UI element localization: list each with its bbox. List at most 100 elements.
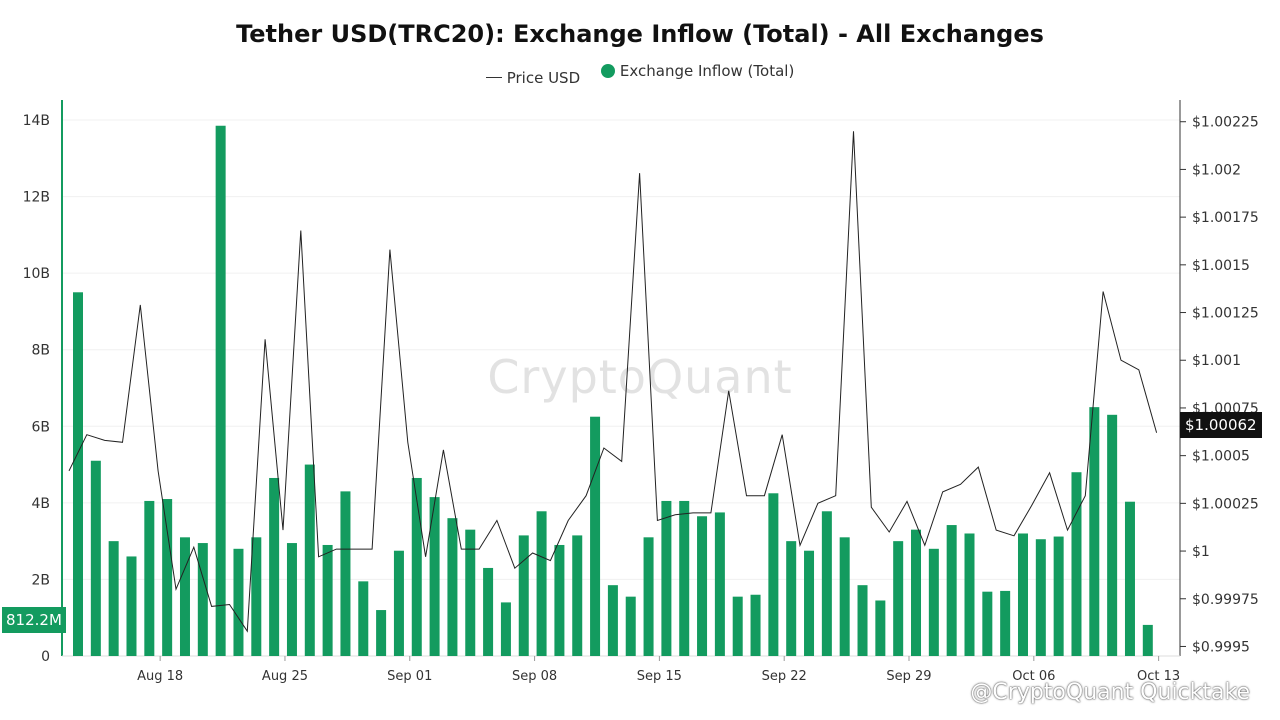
inflow-bar (233, 548, 244, 656)
inflow-bar (982, 591, 993, 656)
inflow-bar (340, 491, 351, 656)
inflow-bar (215, 125, 226, 656)
x-axis-tick-label: Sep 22 (762, 669, 807, 684)
line-swatch-icon (485, 77, 502, 78)
right-axis-tick-label: $1.00125 (1192, 306, 1259, 322)
inflow-bar (269, 477, 280, 656)
inflow-bar (572, 535, 583, 656)
legend: Price USD Exchange Inflow (Total) (0, 62, 1280, 87)
inflow-bar (768, 493, 779, 656)
inflow-bar (1124, 501, 1135, 656)
x-axis-tick-label: Sep 01 (387, 669, 432, 684)
x-axis-tick-label: Aug 18 (137, 669, 183, 684)
inflow-bar (518, 535, 529, 656)
inflow-bar (1035, 539, 1046, 656)
inflow-bar (465, 529, 476, 656)
inflow-bar (893, 541, 904, 656)
inflow-bar (1107, 414, 1118, 656)
source-handle: @CryptoQuant Quicktake (970, 680, 1250, 705)
inflow-bar (108, 541, 119, 656)
inflow-bar (679, 500, 690, 656)
inflow-bar (144, 500, 155, 656)
inflow-bar (447, 518, 458, 656)
chart-title: Tether USD(TRC20): Exchange Inflow (Tota… (236, 20, 1044, 48)
inflow-bar (162, 499, 173, 656)
right-axis-tick-label: $1.00225 (1192, 115, 1259, 131)
inflow-bar (661, 500, 672, 656)
price-line (68, 131, 1158, 633)
inflow-bar (429, 497, 440, 656)
x-axis-tick-label: Aug 25 (262, 669, 308, 684)
inflow-bar (590, 416, 601, 656)
legend-label-inflow: Exchange Inflow (Total) (619, 62, 795, 80)
right-axis-tick-label: $1.001 (1192, 353, 1241, 369)
current-inflow-tag: 812.2M (2, 607, 66, 633)
inflow-bar (554, 544, 565, 656)
left-axis-tick-label: 0 (41, 649, 50, 665)
inflow-bar (393, 550, 404, 656)
dot-swatch-icon (600, 64, 615, 78)
inflow-bar (625, 596, 636, 656)
x-axis-tick-label: Sep 08 (512, 669, 557, 684)
inflow-bar (1000, 590, 1011, 656)
inflow-bar (714, 512, 725, 656)
x-axis-tick-label: Sep 29 (886, 669, 931, 684)
inflow-bar (411, 477, 422, 656)
inflow-bar (1089, 407, 1100, 656)
inflow-bar (376, 610, 387, 656)
inflow-bar (197, 543, 208, 656)
inflow-bar (90, 460, 101, 656)
inflow-bar (286, 543, 297, 656)
inflow-bar (607, 585, 618, 656)
legend-item-inflow[interactable]: Exchange Inflow (Total) (600, 62, 795, 80)
left-axis-tick-label: 4B (31, 496, 50, 512)
left-axis-tick-label: 2B (31, 572, 50, 588)
inflow-bar (911, 529, 922, 656)
inflow-bar (304, 464, 315, 656)
inflow-bar (750, 594, 761, 656)
right-axis-tick-label: $1.00175 (1192, 210, 1259, 226)
x-axis-tick-label: Oct 06 (1012, 669, 1055, 684)
legend-item-price[interactable]: Price USD (485, 68, 581, 87)
inflow-bar (179, 537, 190, 656)
inflow-bar (928, 548, 939, 656)
legend-label-price: Price USD (506, 68, 581, 87)
inflow-bar (839, 537, 850, 656)
right-axis-tick-label: $1 (1192, 544, 1210, 560)
inflow-bar (1017, 533, 1028, 656)
inflow-bar (732, 596, 743, 656)
right-axis-tick-label: $1.00025 (1192, 496, 1259, 512)
inflow-bar (358, 581, 369, 656)
left-axis-tick-label: 8B (31, 343, 50, 359)
inflow-bar (251, 537, 262, 656)
inflow-bar (875, 600, 886, 656)
inflow-bar (126, 556, 137, 656)
inflow-bar (804, 550, 815, 656)
right-axis-tick-label: $0.9995 (1192, 639, 1250, 655)
left-axis-tick-label: 6B (31, 419, 50, 435)
left-axis-tick-label: 10B (23, 266, 50, 282)
right-axis-tick-label: $1.0005 (1192, 449, 1250, 465)
right-axis-tick-label: $1.0015 (1192, 258, 1250, 274)
current-price-tag: $1.00062 (1180, 412, 1262, 438)
inflow-bar (536, 511, 547, 656)
inflow-bar (500, 602, 511, 656)
inflow-bar (786, 541, 797, 656)
left-axis-tick-label: 14B (23, 113, 50, 129)
inflow-bar (1142, 624, 1153, 656)
inflow-bar (1053, 536, 1064, 656)
x-axis-tick-label: Oct 13 (1137, 669, 1180, 684)
inflow-bar (643, 537, 654, 656)
inflow-bar (73, 292, 83, 656)
x-axis-tick-label: Sep 15 (637, 669, 682, 684)
inflow-bar (821, 511, 832, 656)
inflow-bar (322, 544, 333, 656)
right-axis-tick-label: $0.99975 (1192, 592, 1259, 608)
inflow-bar (946, 525, 957, 656)
inflow-bar (964, 533, 975, 656)
inflow-bar (483, 567, 494, 656)
right-axis-tick-label: $1.002 (1192, 162, 1241, 178)
left-axis-tick-label: 12B (23, 190, 50, 206)
inflow-bar (857, 585, 868, 656)
